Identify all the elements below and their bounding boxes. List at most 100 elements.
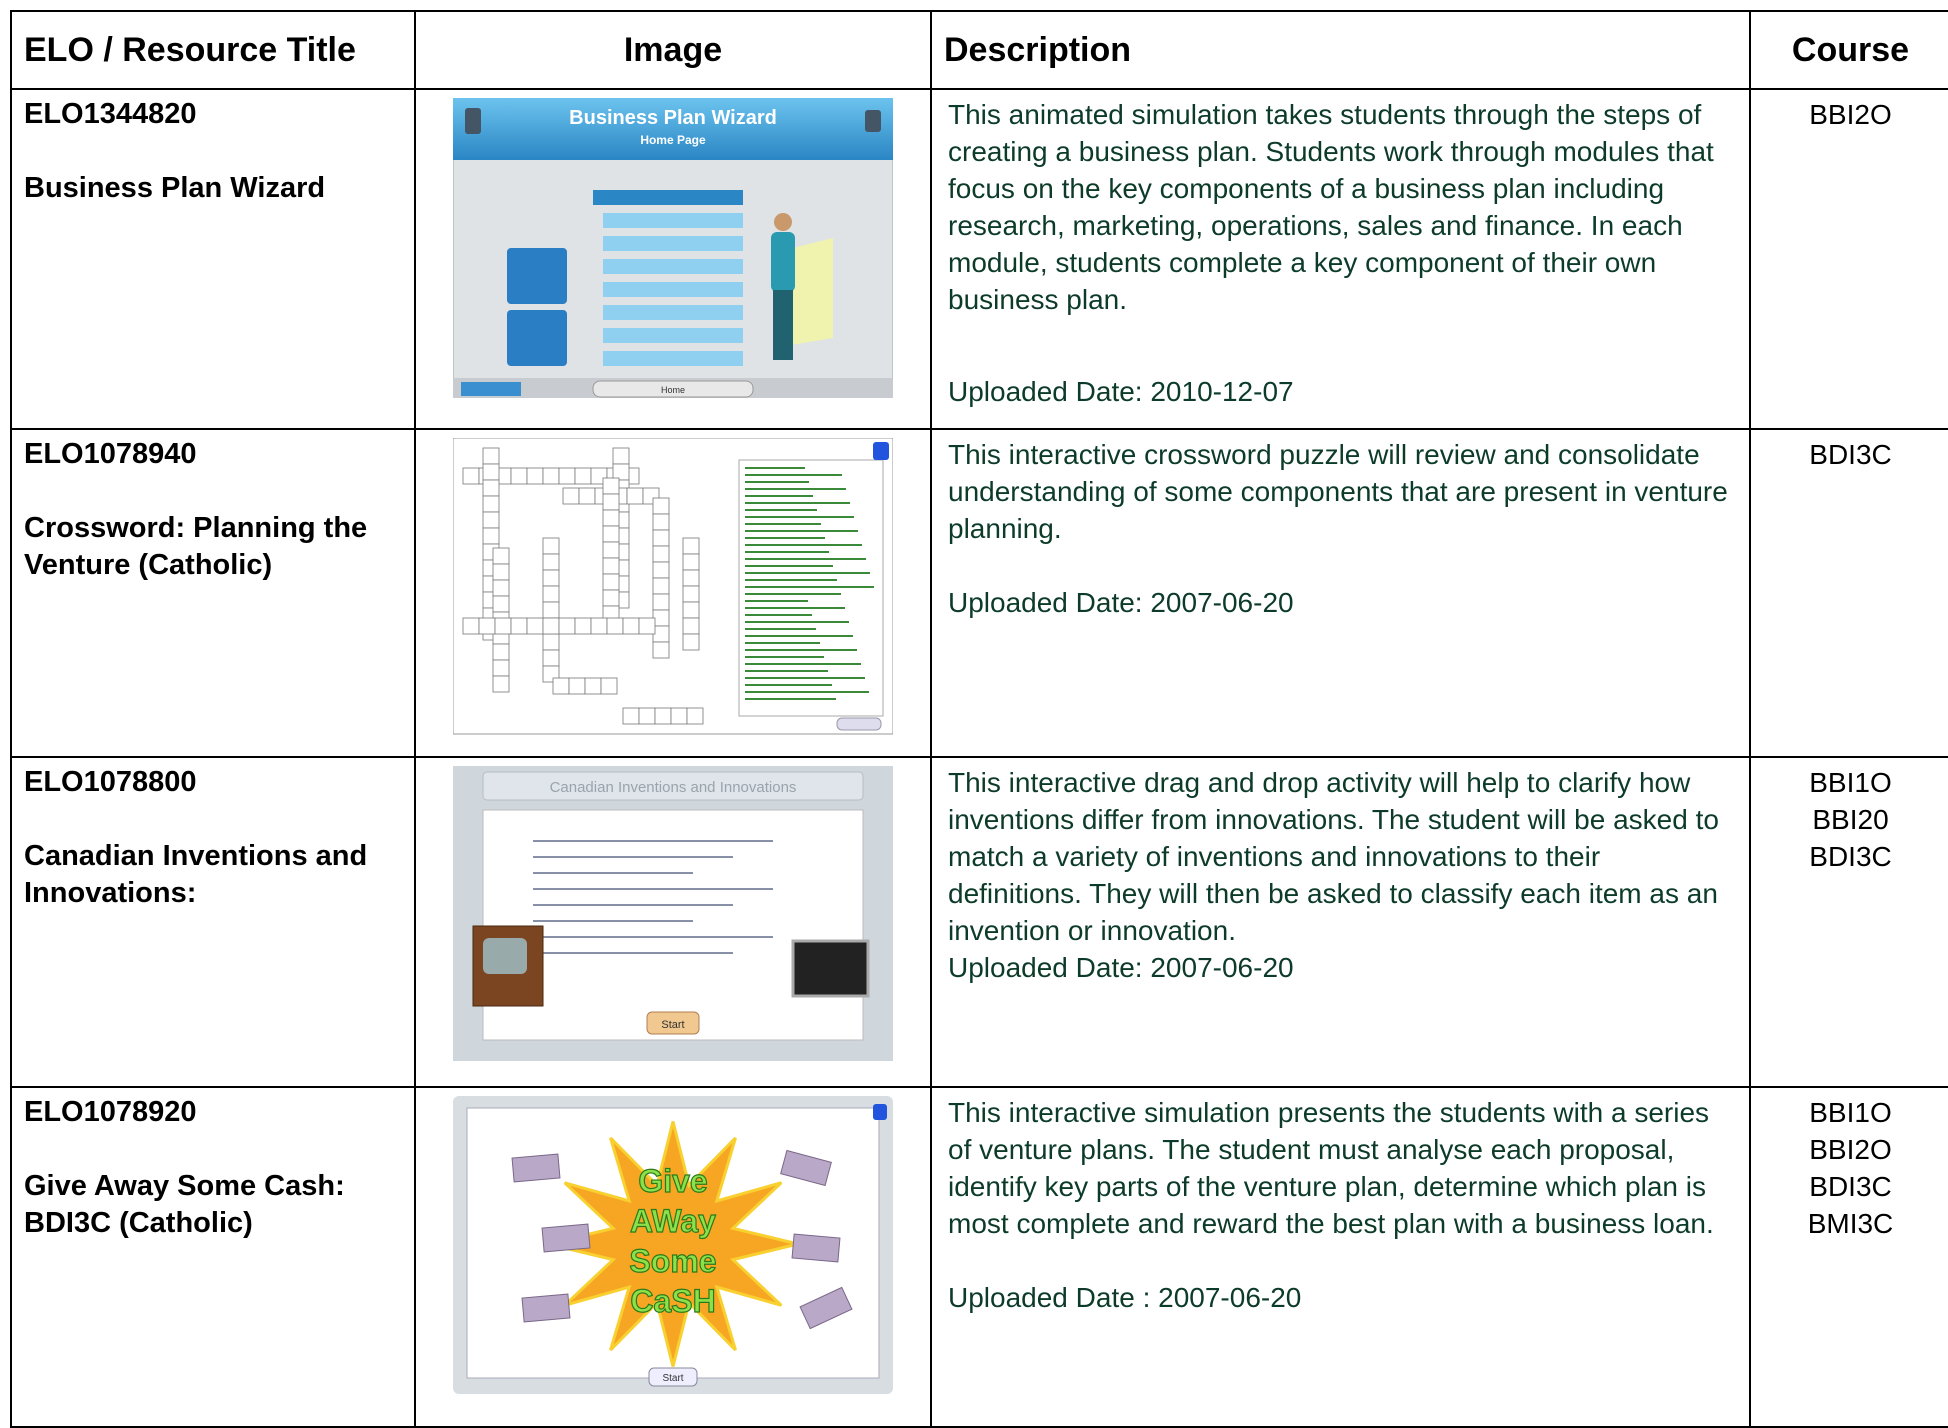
grid-cell (652, 593, 670, 611)
image-title-line: CaSH (630, 1283, 715, 1319)
grid-cell (542, 585, 560, 603)
title-cell: ELO1078920 Give Away Some Cash: BDI3C (Ca… (10, 1086, 416, 1428)
course-code: BBI2O (1809, 99, 1892, 130)
resource-title: Canadian Inventions and Innovations: (24, 840, 368, 909)
grid-cell (542, 467, 560, 485)
page: ELO / Resource Title Image Description C… (10, 10, 1948, 1428)
grid-cell (682, 633, 700, 651)
image-cell: Canadian Inventions and Innovations Start (414, 756, 932, 1088)
resource-image: Give AWay Some CaSH Start (453, 1096, 893, 1394)
banknote (521, 1293, 571, 1323)
start-button-label: Start (662, 1373, 683, 1384)
grid-cell (462, 617, 480, 635)
course-code: BBI1O (1809, 1097, 1892, 1128)
grid-cell (578, 487, 596, 505)
grid-cell (602, 557, 620, 575)
grid-cell (574, 617, 592, 635)
grid-cell (482, 479, 500, 497)
grid-cell (652, 561, 670, 579)
uploaded-date: Uploaded Date: 2007-06-20 (948, 587, 1294, 618)
logo (461, 382, 521, 396)
course-code: BBI2O (1809, 1134, 1892, 1165)
course-code: BBI1O (1809, 767, 1892, 798)
banknote (541, 1223, 591, 1253)
grid-cell (492, 659, 510, 677)
turn-icon (507, 310, 567, 366)
title-cell: ELO1344820 Business Plan Wizard (10, 88, 416, 430)
grid-cell (622, 707, 640, 725)
resource-image: Business Plan Wizard Home Page Home (452, 97, 894, 401)
resource-title: Crossword: Planning the Venture (Catholi… (24, 512, 368, 581)
grid-cell (482, 511, 500, 529)
grid-cell (602, 493, 620, 511)
start-button-label: Start (661, 1019, 684, 1031)
grid-cell (542, 553, 560, 571)
grid-cell (492, 547, 510, 565)
grid-cell (492, 579, 510, 597)
grid-cell (526, 617, 544, 635)
grid-cell (654, 707, 672, 725)
grid-cell (478, 617, 496, 635)
header-row: ELO / Resource Title Image Description C… (10, 10, 1948, 90)
description-cell: This animated simulation takes students … (930, 88, 1751, 430)
grid-cell (600, 677, 618, 695)
hint-button (836, 717, 882, 731)
uploaded-date: Uploaded Date : 2007-06-20 (948, 1282, 1302, 1313)
grid-cell (670, 707, 688, 725)
grid-cell (568, 677, 586, 695)
start-button (646, 1011, 700, 1035)
grid-cell (494, 617, 512, 635)
grid-cell (462, 467, 480, 485)
grid-cell (652, 641, 670, 659)
grid-cell (558, 467, 576, 485)
title-bar (453, 98, 893, 160)
panel (482, 809, 864, 1041)
grid-cell (542, 649, 560, 667)
grid-cell (492, 595, 510, 613)
course-cell: BDI3C (1749, 428, 1948, 758)
course-cell: BBI1O BBI20 BDI3C (1749, 756, 1948, 1088)
image-title-line: Some (629, 1243, 716, 1279)
icon (465, 108, 481, 134)
grid-cell (612, 447, 630, 465)
course-cell: BBI2O (1749, 88, 1948, 430)
grid-cell (492, 643, 510, 661)
menu-item (603, 328, 743, 343)
uploaded-date: Uploaded Date: 2007-06-20 (948, 952, 1294, 983)
old-tv-screen (483, 938, 527, 974)
header-cell: Image (414, 10, 932, 90)
grid-cell (492, 675, 510, 693)
resource-title: Give Away Some Cash: BDI3C (Catholic) (24, 1170, 345, 1239)
grid-cell (526, 467, 544, 485)
grid-cell (482, 447, 500, 465)
grid-cell (682, 537, 700, 555)
grid-cell (682, 585, 700, 603)
book-icon (507, 248, 567, 304)
banknote (791, 1233, 841, 1263)
banknote (780, 1149, 832, 1187)
image-title: Canadian Inventions and Innovations (550, 779, 797, 796)
grid-cell (652, 529, 670, 547)
menu-item (603, 305, 743, 320)
title-cell: ELO1078800 Canadian Inventions and Innova… (10, 756, 416, 1088)
table-row: ELO1078940 Crossword: Planning the Ventur… (10, 428, 1948, 758)
grid-cell (622, 617, 640, 635)
banknote (511, 1153, 561, 1183)
grid-cell (510, 617, 528, 635)
figure-body (771, 232, 795, 292)
home-button (592, 380, 754, 398)
grid-cell (682, 617, 700, 635)
resource-title: Business Plan Wizard (24, 172, 326, 204)
grid-cell (510, 467, 528, 485)
grid-cell (682, 569, 700, 587)
description: This interactive crossword puzzle will r… (948, 439, 1728, 544)
grid-cell (558, 617, 576, 635)
table-row: ELO1344820 Business Plan Wizard Business P… (10, 88, 1948, 430)
table-body: ELO1344820 Business Plan Wizard Business P… (10, 88, 1948, 1428)
grid-cell (652, 625, 670, 643)
menu-item (603, 213, 743, 228)
resource-image (452, 437, 894, 735)
grid-cell (482, 463, 500, 481)
banknote (799, 1286, 853, 1330)
grid-cell (602, 509, 620, 527)
